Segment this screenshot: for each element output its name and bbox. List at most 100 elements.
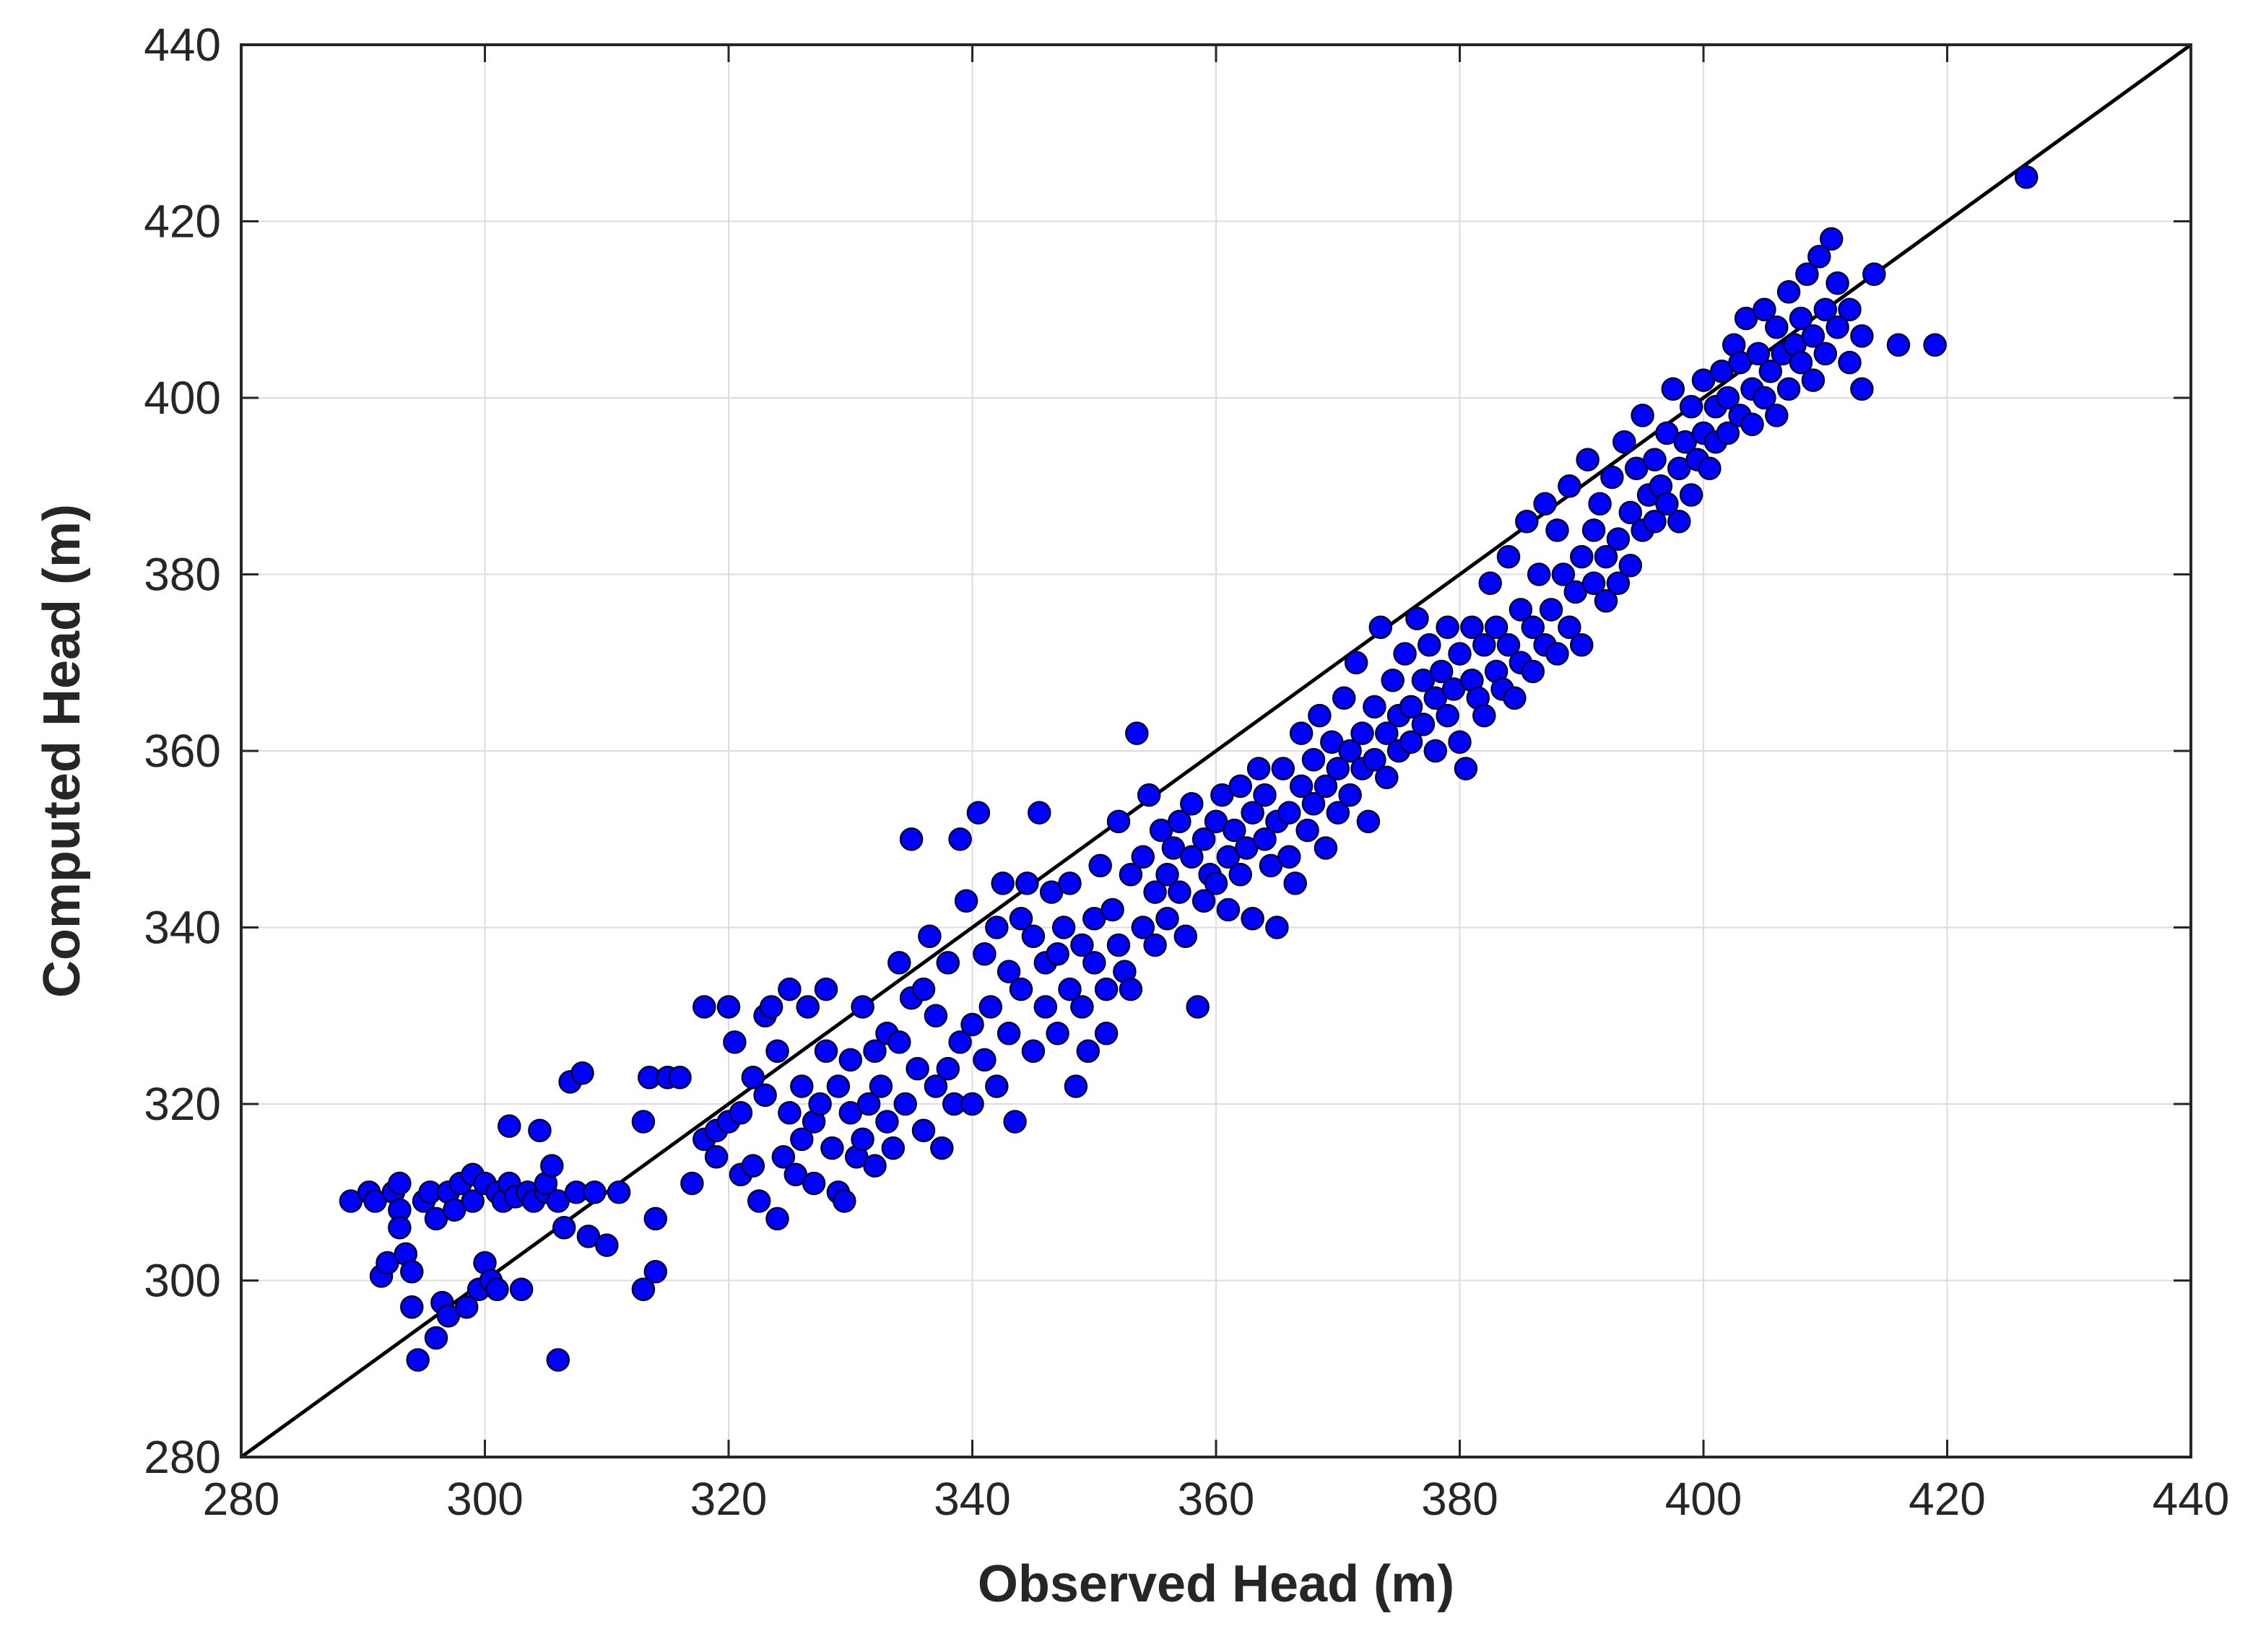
data-point [1009, 907, 1033, 931]
data-point [948, 827, 972, 851]
data-point [1606, 571, 1631, 595]
data-point [1521, 615, 1545, 640]
data-point [668, 1066, 692, 1090]
y-tick-labels: 280 300 320 340 360 380 400 420 440 [144, 19, 221, 1483]
data-point [906, 1056, 929, 1081]
data-point [1765, 315, 1789, 339]
data-point [973, 942, 997, 966]
data-point [985, 916, 1009, 939]
data-point [1070, 995, 1094, 1019]
data-point [528, 1118, 552, 1142]
data-point [1338, 739, 1362, 763]
data-point [1368, 615, 1393, 640]
data-point [1119, 862, 1143, 887]
data-point [1612, 430, 1636, 454]
data-point [820, 1136, 844, 1160]
data-point [1119, 977, 1143, 1001]
data-point [1753, 386, 1776, 410]
data-point [1180, 792, 1204, 816]
data-point [1076, 1039, 1101, 1063]
data-point [1223, 818, 1246, 843]
data-point [1058, 977, 1082, 1001]
data-point [1740, 412, 1764, 436]
data-point [1131, 916, 1155, 939]
data-point [1807, 245, 1831, 269]
data-point [856, 1092, 881, 1116]
data-point [1521, 659, 1545, 684]
data-point [1813, 342, 1838, 366]
data-point [1886, 333, 1911, 357]
data-point [509, 1277, 534, 1301]
data-point [887, 1030, 911, 1054]
data-point [485, 1277, 509, 1301]
data-point [1545, 518, 1569, 542]
data-point [1819, 227, 1844, 251]
data-point [1363, 747, 1386, 772]
data-point [869, 1074, 893, 1098]
data-point [1765, 404, 1789, 427]
data-point [778, 977, 802, 1001]
data-point [747, 1189, 771, 1213]
data-point [1558, 615, 1581, 640]
data-point [1015, 871, 1039, 895]
data-point [1436, 703, 1459, 728]
data-point [1101, 897, 1124, 922]
y-tick-label: 340 [144, 902, 221, 954]
y-tick-label: 380 [144, 549, 221, 601]
data-point [1508, 598, 1533, 622]
data-point [966, 801, 991, 825]
data-point [498, 1114, 521, 1138]
data-point [1551, 562, 1576, 586]
data-point [1332, 686, 1356, 710]
data-point [454, 1295, 479, 1319]
data-point [887, 951, 911, 975]
data-point [1253, 783, 1277, 807]
data-point [851, 1127, 874, 1152]
data-point [790, 1074, 814, 1098]
x-tick-label: 440 [2153, 1473, 2230, 1525]
data-point [1570, 544, 1594, 569]
data-point [1399, 695, 1423, 719]
data-point [388, 1215, 412, 1240]
data-point [1265, 916, 1289, 939]
data-point [729, 1100, 753, 1125]
data-point [838, 1048, 863, 1072]
data-point [954, 889, 978, 913]
axis-ticks [240, 43, 2192, 1458]
data-point [1746, 342, 1771, 366]
data-point [631, 1277, 656, 1301]
data-point [540, 1154, 564, 1178]
data-point [1204, 871, 1228, 895]
data-point [1606, 527, 1631, 551]
data-point [607, 1181, 631, 1204]
data-point [1155, 907, 1179, 931]
data-point [1539, 598, 1563, 622]
data-point [1679, 394, 1703, 419]
data-point [1356, 809, 1381, 834]
data-point [790, 1127, 814, 1152]
data-point [716, 995, 741, 1019]
data-point [1375, 765, 1399, 789]
data-point [1600, 465, 1624, 490]
data-point [1125, 721, 1149, 745]
data-point [1448, 730, 1472, 755]
data-point [1046, 1021, 1069, 1045]
data-point [1496, 544, 1521, 569]
data-point [924, 1004, 948, 1028]
data-point [570, 1061, 594, 1085]
data-point [1801, 368, 1826, 392]
data-point [1515, 509, 1539, 534]
y-tick-label: 280 [144, 1431, 221, 1483]
data-point [1862, 262, 1886, 287]
data-point [1191, 827, 1216, 851]
data-point [1094, 977, 1119, 1001]
data-point [1326, 801, 1350, 825]
data-point [1429, 659, 1454, 684]
y-tick-label: 400 [144, 372, 221, 424]
data-point [631, 1110, 656, 1134]
data-point [1241, 907, 1264, 931]
data-point [1472, 703, 1496, 728]
data-point [1776, 377, 1801, 401]
